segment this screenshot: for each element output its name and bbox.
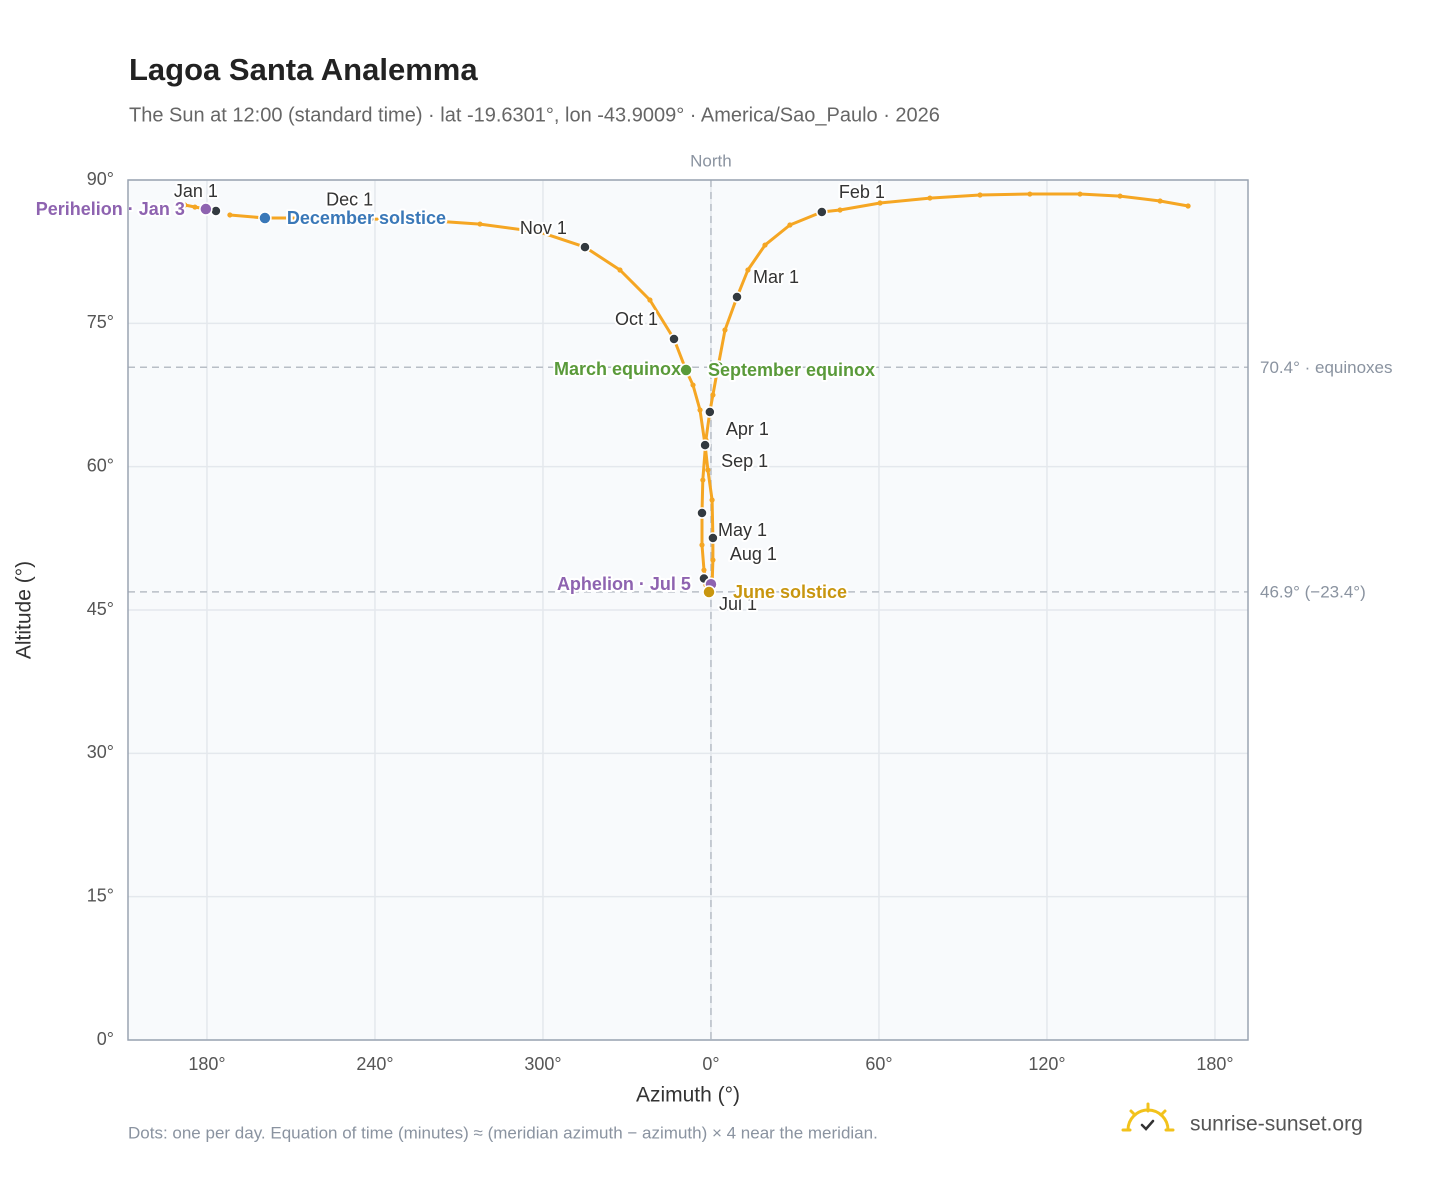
event-label: Perihelion · Jan 3 [36,199,185,219]
day-dot [745,267,751,273]
month-label: Jan 1 [174,181,218,201]
month-marker [707,532,719,544]
day-dot [722,327,728,333]
meridian-label: North [690,151,732,170]
day-dot [227,212,233,218]
day-dot [1117,193,1123,199]
x-axis-label: Azimuth (°) [636,1084,740,1107]
day-dot [787,222,793,228]
event-label: December solstice [287,208,446,228]
event-label: September equinox [708,360,875,380]
day-dot [700,477,706,483]
day-dot [927,195,933,201]
y-tick-label: 75° [87,312,114,332]
chart-subtitle: The Sun at 12:00 (standard time) · lat -… [129,104,940,126]
month-label: Nov 1 [520,218,567,238]
month-marker [699,439,711,451]
day-dot [977,192,983,198]
month-label: Dec 1 [326,190,373,210]
event-marker [199,202,213,216]
x-tick-label: 60° [865,1054,892,1074]
month-label: Mar 1 [753,267,799,287]
x-tick-label: 240° [356,1054,393,1074]
day-dot [417,217,423,223]
y-tick-label: 15° [87,885,114,905]
y-tick-label: 90° [87,169,114,189]
day-dot [1185,203,1191,209]
x-tick-label: 180° [1196,1054,1233,1074]
day-dot [192,204,198,210]
x-tick-label: 0° [702,1054,719,1074]
event-marker [702,585,716,599]
day-dot [1157,198,1163,204]
month-label: Feb 1 [839,182,885,202]
day-dot [709,497,715,503]
event-marker [258,211,272,225]
day-dot [837,207,843,213]
day-dot [182,202,188,208]
y-tick-label: 30° [87,742,114,762]
y-tick-label: 60° [87,455,114,475]
day-dot [617,267,623,273]
reference-label: 46.9° (−23.4°) [1260,582,1366,601]
brand: sunrise-sunset.org [1190,1113,1363,1136]
day-dot [701,567,707,573]
day-dot [647,297,653,303]
day-dot [477,221,483,227]
month-label: Oct 1 [615,309,658,329]
event-marker [711,360,725,374]
day-dot [710,557,716,563]
day-dot [705,467,711,473]
day-dot [877,200,883,206]
event-label: March equinox [554,359,681,379]
month-marker [704,406,716,418]
chart-title: Lagoa Santa Analemma [129,52,478,87]
month-marker [731,291,743,303]
y-tick-label: 0° [97,1029,114,1049]
reference-label: 70.4° · equinoxes [1260,358,1393,377]
day-dot [1077,191,1083,197]
month-label: Jul 1 [719,594,757,614]
x-tick-label: 300° [524,1054,561,1074]
day-dot [690,382,696,388]
day-dot [699,542,705,548]
day-dot [697,407,703,413]
footnote: Dots: one per day. Equation of time (min… [128,1123,878,1142]
month-marker [816,206,828,218]
day-dot [1027,191,1033,197]
y-tick-label: 45° [87,599,114,619]
day-dot [317,215,323,221]
month-marker [363,213,375,225]
event-label: June solstice [733,582,847,602]
x-tick-label: 120° [1028,1054,1065,1074]
month-marker [696,507,708,519]
x-tick-label: 180° [188,1054,225,1074]
event-marker [679,363,693,377]
day-dot [710,392,716,398]
month-label: May 1 [718,520,767,540]
y-axis-label: Altitude (°) [13,561,36,659]
month-marker [668,333,680,345]
month-label: Aug 1 [730,544,777,564]
plot-frame [127,179,1249,1041]
month-label: Apr 1 [726,419,769,439]
month-label: Sep 1 [721,451,768,471]
day-dot [537,229,543,235]
brand-logo [1121,1102,1175,1132]
day-dot [762,242,768,248]
month-marker [579,241,591,253]
event-label: Aphelion · Jul 5 [557,574,691,594]
